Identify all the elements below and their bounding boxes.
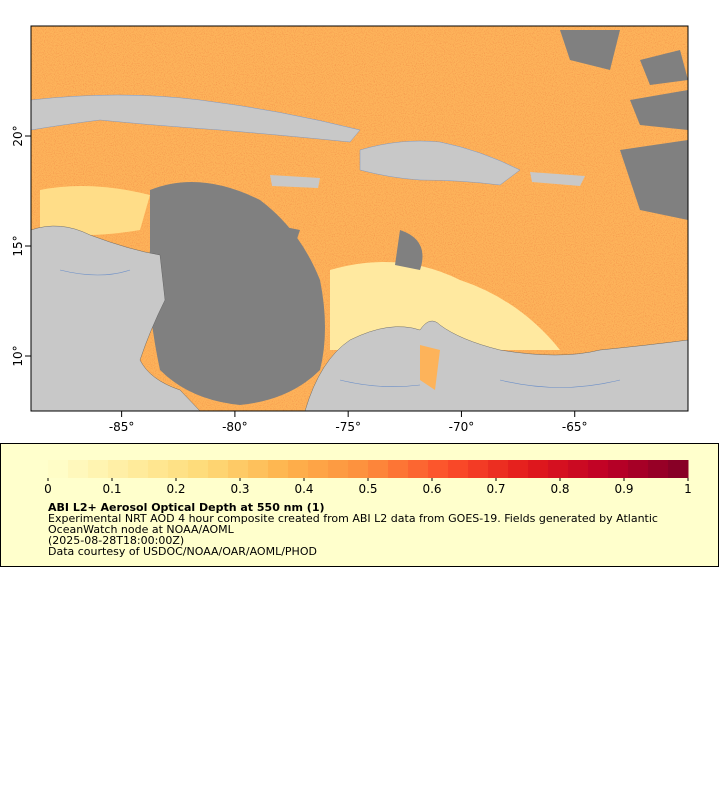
legend-line: OceanWatch node at NOAA/AOML [48, 523, 235, 536]
colorbar-segment [648, 460, 669, 478]
colorbar-segment [148, 460, 169, 478]
colorbar-tick-label: 0.4 [294, 482, 313, 496]
colorbar-segment [488, 460, 509, 478]
colorbar-segment [428, 460, 449, 478]
colorbar-tick-label: 0.9 [614, 482, 633, 496]
axes: -85° -80° -75° -70° -65° 10° 15° 20° [11, 125, 588, 434]
colorbar-segment [388, 460, 409, 478]
colorbar-segment [528, 460, 549, 478]
colorbar-segment [208, 460, 229, 478]
colorbar-segment [228, 460, 249, 478]
colorbar-segment [408, 460, 429, 478]
y-tick-label: 10° [11, 345, 25, 366]
colorbar-segment [508, 460, 529, 478]
colorbar-segment [548, 460, 569, 478]
colorbar-segment [128, 460, 149, 478]
colorbar-segment [88, 460, 109, 478]
colorbar-segment [328, 460, 349, 478]
colorbar-segment [468, 460, 489, 478]
legend-line: (2025-08-28T18:00:00Z) [48, 534, 184, 547]
colorbar-segment [248, 460, 269, 478]
colorbar-tick-label: 0.2 [166, 482, 185, 496]
colorbar-segment [288, 460, 309, 478]
colorbar-tick-label: 0 [44, 482, 52, 496]
legend-line: Experimental NRT AOD 4 hour composite cr… [48, 512, 658, 525]
colorbar-segment [628, 460, 649, 478]
colorbar: 0 0.1 0.2 0.3 0.4 0.5 0.6 0.7 0.8 0.9 1 [44, 460, 692, 496]
colorbar-segment [268, 460, 289, 478]
map-frame [30, 25, 689, 412]
colorbar-tick-label: 0.5 [358, 482, 377, 496]
legend-title: ABI L2+ Aerosol Optical Depth at 550 nm … [48, 501, 325, 514]
colorbar-segment [168, 460, 189, 478]
x-tick-label: -85° [109, 420, 135, 434]
colorbar-segment [668, 460, 689, 478]
colorbar-segment [368, 460, 389, 478]
colorbar-segment [68, 460, 89, 478]
colorbar-segment [308, 460, 329, 478]
colorbar-segment [108, 460, 129, 478]
map-imagery [31, 26, 688, 411]
x-tick-label: -65° [562, 420, 588, 434]
colorbar-tick-label: 0.3 [230, 482, 249, 496]
y-tick-label: 20° [11, 125, 25, 146]
colorbar-segment [448, 460, 469, 478]
x-tick-label: -75° [335, 420, 361, 434]
x-tick-label: -80° [222, 420, 248, 434]
colorbar-segment [188, 460, 209, 478]
legend-line: Data courtesy of USDOC/NOAA/OAR/AOML/PHO… [48, 545, 317, 558]
colorbar-segment [48, 460, 69, 478]
colorbar-tick-label: 0.1 [102, 482, 121, 496]
colorbar-tick-label: 0.6 [422, 482, 441, 496]
colorbar-segment [568, 460, 589, 478]
y-tick-label: 15° [11, 235, 25, 256]
colorbar-segment [608, 460, 629, 478]
x-tick-label: -70° [449, 420, 475, 434]
colorbar-segment [588, 460, 609, 478]
colorbar-segment [348, 460, 369, 478]
colorbar-tick-label: 0.7 [486, 482, 505, 496]
colorbar-tick-label: 0.8 [550, 482, 569, 496]
colorbar-tick-label: 1 [684, 482, 692, 496]
